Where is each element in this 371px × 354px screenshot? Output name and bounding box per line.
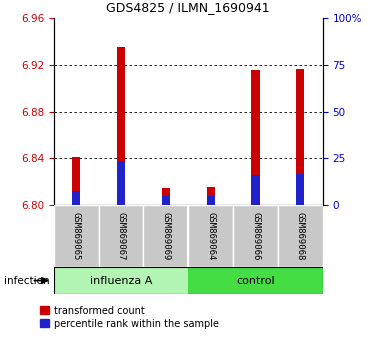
- Bar: [188, 267, 323, 294]
- Bar: [188, 205, 233, 267]
- Bar: [144, 205, 188, 267]
- Bar: [207, 187, 215, 205]
- Text: influenza A: influenza A: [90, 275, 152, 286]
- Text: GSM869065: GSM869065: [72, 212, 81, 261]
- Bar: [207, 196, 215, 205]
- Bar: [296, 69, 304, 205]
- Bar: [72, 191, 80, 205]
- Text: control: control: [236, 275, 275, 286]
- Text: GSM869068: GSM869068: [296, 212, 305, 261]
- Text: GSM869069: GSM869069: [161, 212, 170, 261]
- Text: GSM869066: GSM869066: [251, 212, 260, 261]
- Bar: [233, 205, 278, 267]
- Bar: [296, 174, 304, 205]
- Text: infection: infection: [4, 275, 49, 286]
- Bar: [252, 70, 260, 205]
- Bar: [54, 205, 99, 267]
- Text: GSM869064: GSM869064: [206, 212, 215, 261]
- Bar: [162, 188, 170, 205]
- Bar: [252, 175, 260, 205]
- Bar: [162, 196, 170, 205]
- Bar: [278, 205, 323, 267]
- Bar: [54, 267, 188, 294]
- Bar: [72, 157, 80, 205]
- Title: GDS4825 / ILMN_1690941: GDS4825 / ILMN_1690941: [106, 1, 270, 14]
- Text: GSM869067: GSM869067: [116, 212, 125, 261]
- Bar: [99, 205, 144, 267]
- Bar: [117, 161, 125, 205]
- Legend: transformed count, percentile rank within the sample: transformed count, percentile rank withi…: [40, 306, 219, 329]
- Bar: [117, 47, 125, 205]
